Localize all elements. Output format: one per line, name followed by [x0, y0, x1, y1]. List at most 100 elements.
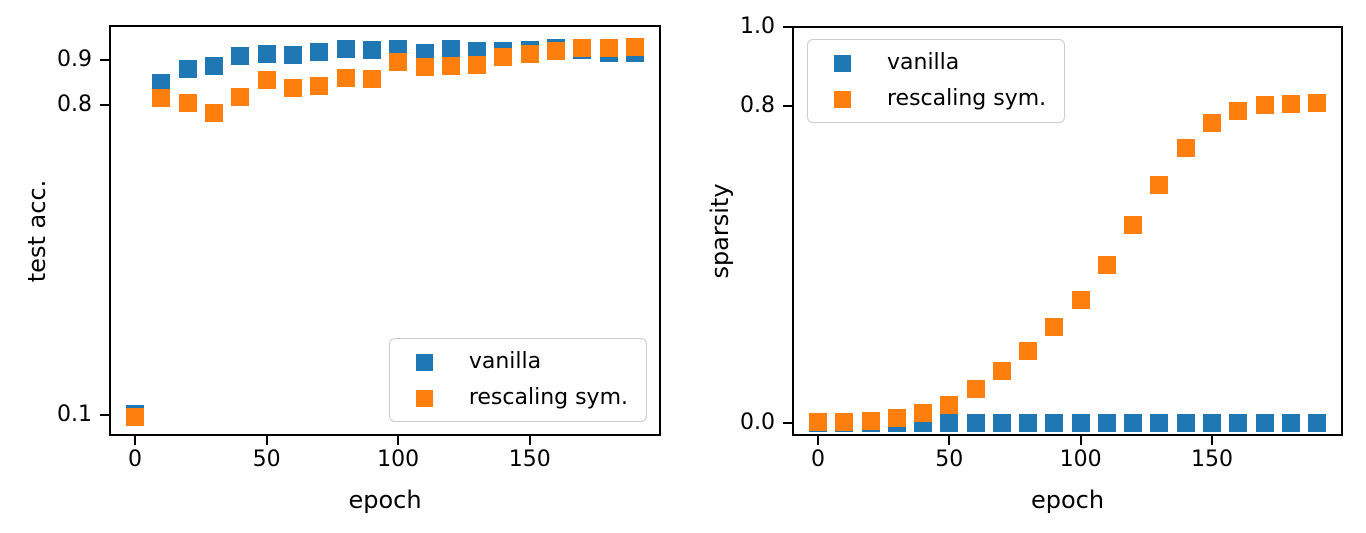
legend-marker-vanilla: [834, 54, 851, 72]
legend-marker-rescaling-sym: [415, 389, 433, 407]
data-point-rescaling-sym: [178, 94, 197, 113]
data-point-rescaling-sym: [1255, 96, 1274, 114]
legend-entry: rescaling sym.: [834, 85, 1046, 113]
x-tick-mark: [397, 435, 400, 445]
y-tick-label: 0.1: [57, 402, 92, 428]
data-point-vanilla: [310, 42, 329, 61]
data-point-rescaling-sym: [494, 48, 513, 67]
x-tick-label: 0: [128, 447, 142, 472]
x-tick-mark: [1079, 435, 1082, 445]
legend-marker-vanilla: [415, 353, 433, 371]
data-point-rescaling-sym: [573, 39, 592, 58]
x-tick-mark: [1210, 435, 1213, 445]
data-point-rescaling-sym: [940, 396, 959, 415]
plot-area: [110, 26, 660, 435]
x-tick-label: 50: [935, 447, 964, 472]
data-point-vanilla: [1203, 414, 1221, 433]
x-tick-label: 50: [252, 447, 281, 472]
legend-entry: rescaling sym.: [415, 384, 628, 412]
data-point-rescaling-sym: [1229, 102, 1248, 121]
data-point-vanilla: [441, 39, 460, 58]
x-tick-mark: [948, 435, 951, 445]
plot-area: [793, 27, 1342, 435]
data-point-vanilla: [1176, 414, 1195, 433]
y-tick-label: 1.0: [740, 14, 775, 39]
data-point-rescaling-sym: [914, 404, 932, 423]
data-point-rescaling-sym: [1203, 114, 1221, 133]
data-point-rescaling-sym: [257, 70, 276, 89]
data-point-rescaling-sym: [310, 76, 329, 95]
x-tick-label: 100: [377, 447, 420, 472]
data-point-vanilla: [362, 41, 381, 60]
data-point-vanilla: [1150, 414, 1169, 433]
data-point-rescaling-sym: [1176, 138, 1195, 157]
y-tick-mark: [100, 59, 110, 62]
data-point-rescaling-sym: [389, 52, 408, 71]
x-tick-mark: [134, 435, 136, 445]
data-point-rescaling-sym: [1150, 176, 1169, 195]
data-point-rescaling-sym: [861, 411, 880, 430]
data-point-vanilla: [1308, 414, 1326, 433]
data-point-rescaling-sym: [231, 88, 250, 107]
left-plot: test acc. epoch vanilla rescaling sym. 0…: [23, 25, 661, 514]
data-point-rescaling-sym: [152, 88, 171, 107]
data-point-rescaling-sym: [1071, 291, 1090, 310]
y-tick-mark: [100, 414, 110, 417]
x-tick-label: 0: [810, 447, 825, 472]
data-point-vanilla: [231, 47, 250, 66]
legend-label: vanilla: [887, 50, 960, 75]
y-tick-label: 0.0: [740, 410, 775, 436]
data-point-rescaling-sym: [835, 412, 854, 431]
data-point-rescaling-sym: [415, 57, 434, 76]
y-tick-mark: [100, 103, 110, 106]
legend-label: rescaling sym.: [887, 86, 1047, 111]
y-tick-mark: [783, 422, 793, 425]
data-point-vanilla: [1045, 414, 1064, 433]
data-point-rescaling-sym: [1281, 94, 1300, 113]
y-tick-label: 0.8: [57, 91, 92, 117]
data-point-rescaling-sym: [1308, 94, 1326, 113]
data-point-vanilla: [178, 60, 197, 78]
data-point-vanilla: [283, 46, 302, 65]
data-point-vanilla: [1071, 414, 1090, 433]
data-point-rescaling-sym: [336, 68, 355, 87]
data-point-vanilla: [992, 414, 1011, 433]
data-point-rescaling-sym: [547, 42, 566, 61]
x-tick-label: 150: [1190, 447, 1233, 472]
legend: vanilla rescaling sym.: [388, 338, 647, 422]
y-axis-label: sparsity: [706, 183, 734, 279]
data-point-rescaling-sym: [599, 38, 618, 57]
x-tick-mark: [816, 435, 819, 445]
data-point-rescaling-sym: [1097, 255, 1116, 274]
legend-label: vanilla: [468, 349, 542, 374]
data-point-vanilla: [1255, 414, 1274, 433]
data-point-rescaling-sym: [468, 55, 487, 74]
x-tick-label: 100: [1059, 447, 1102, 472]
legend-label: rescaling sym.: [468, 385, 628, 410]
data-point-vanilla: [1097, 414, 1116, 433]
legend: vanilla rescaling sym.: [807, 39, 1066, 123]
data-point-rescaling-sym: [1019, 342, 1038, 360]
data-point-rescaling-sym: [992, 362, 1011, 381]
x-tick-mark: [528, 435, 531, 445]
data-point-vanilla: [940, 414, 959, 433]
y-tick-label: 0.9: [57, 47, 92, 73]
legend-entry: vanilla: [415, 348, 628, 376]
data-point-vanilla: [336, 40, 355, 59]
x-tick-label: 150: [508, 447, 551, 472]
x-axis-label: epoch: [1030, 486, 1105, 514]
y-tick-label: 0.8: [740, 93, 775, 119]
data-point-vanilla: [1281, 414, 1300, 433]
legend-entry: vanilla: [834, 49, 1046, 77]
data-point-rescaling-sym: [1045, 317, 1064, 336]
data-point-rescaling-sym: [362, 70, 381, 89]
y-axis-label: test acc.: [23, 179, 51, 282]
data-point-rescaling-sym: [441, 57, 460, 76]
data-point-vanilla: [415, 44, 434, 63]
data-point-rescaling-sym: [887, 409, 906, 428]
y-tick-mark: [783, 105, 793, 108]
data-point-vanilla: [1124, 414, 1143, 433]
data-point-vanilla: [204, 56, 223, 75]
data-point-rescaling-sym: [283, 78, 302, 97]
data-point-rescaling-sym: [809, 413, 827, 432]
